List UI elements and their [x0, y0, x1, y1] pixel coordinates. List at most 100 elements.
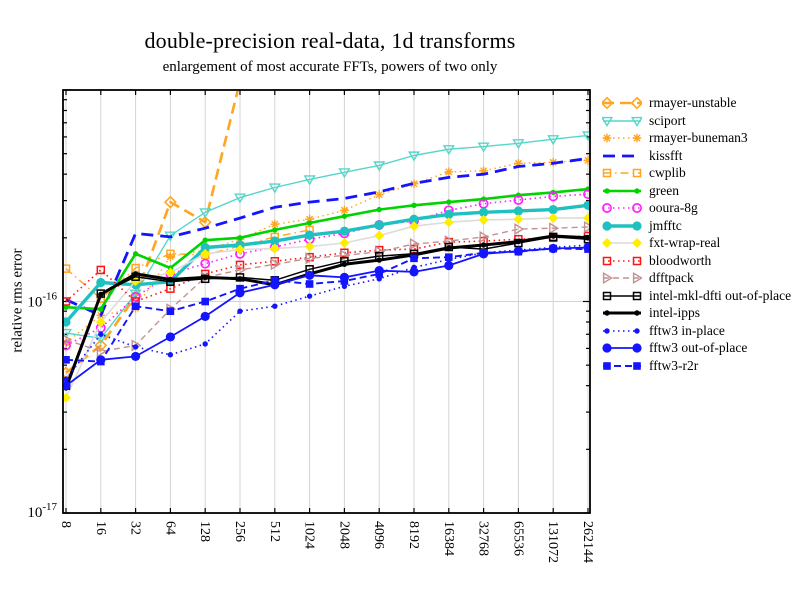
square-open-icon — [632, 291, 642, 300]
circle-open-icon — [200, 258, 211, 269]
dot-icon — [237, 235, 243, 241]
circle-open-icon — [583, 189, 589, 200]
legend-item-label: kissfft — [649, 147, 683, 163]
square-filled-icon — [375, 270, 383, 278]
legend-item-label: fftw3-r2r — [649, 357, 699, 373]
asterisk-icon — [340, 205, 349, 215]
circle-filled-icon — [602, 343, 612, 353]
diamond-filled-icon — [200, 248, 211, 259]
series-sciport — [64, 131, 589, 345]
diamond-open-icon — [602, 96, 614, 110]
legend-item-label: cwplib — [649, 165, 686, 181]
series-fftw3-in-place — [64, 242, 589, 382]
asterisk-icon — [632, 133, 642, 143]
triangle-right-open-icon — [549, 222, 560, 235]
legend-item-label: rmayer-buneman3 — [649, 130, 748, 146]
legend-sample-line — [602, 220, 642, 231]
square-filled-icon — [97, 357, 105, 366]
y-tick-label: 10-16 — [27, 291, 57, 311]
diamond-filled-icon — [95, 316, 106, 327]
legend-sample-line — [603, 154, 641, 157]
triangle-down-open-icon — [581, 131, 589, 142]
circle-filled-icon — [165, 332, 175, 342]
x-axis-tick-labels: 8 16 32 64 128 256 512 1024 2048 4096 8192 16384 327… — [58, 521, 595, 563]
series-kissfft — [65, 157, 589, 317]
circle-filled-icon — [583, 200, 589, 210]
dot-icon — [634, 327, 640, 334]
triangle-right-open-icon — [409, 237, 420, 251]
diamond-filled-icon — [165, 267, 176, 278]
dot-icon — [98, 331, 104, 337]
triangle-right-open-icon — [96, 345, 107, 358]
triangle-right-open-icon — [270, 258, 281, 271]
dot-icon — [132, 344, 139, 350]
triangle-down-open-icon — [199, 208, 212, 219]
circle-filled-icon — [602, 220, 612, 231]
square-open-icon — [602, 291, 612, 300]
legend-item-label: fftw3 out-of-place — [649, 340, 748, 356]
legend-sample-line — [602, 116, 642, 127]
diamond-filled-icon — [374, 230, 385, 241]
square-filled-icon — [166, 307, 175, 315]
circle-open-icon — [130, 292, 141, 302]
asterisk-icon — [444, 167, 454, 177]
circle-filled-icon — [409, 267, 419, 277]
diamond-filled-icon — [478, 214, 489, 225]
square-filled-icon — [305, 280, 314, 288]
diamond-filled-icon — [602, 238, 612, 248]
triangle-right-open-icon — [602, 271, 613, 285]
dot-icon — [376, 206, 382, 213]
asterisk-icon — [374, 190, 384, 200]
legend-item-fxt-wrap-real: fxt-wrap-real — [602, 234, 720, 252]
square-filled-icon — [445, 253, 453, 261]
legend-item-label: intel-mkl-dfti out-of-place — [649, 287, 792, 303]
x-tick-label: 4096 — [371, 521, 386, 549]
triangle-down-open-icon — [233, 193, 247, 204]
triangle-down-open-icon — [373, 161, 386, 172]
legend-item-green: green — [602, 182, 679, 200]
dot-icon — [272, 227, 278, 233]
legend-sample-line — [603, 187, 641, 194]
legend-item-rmayer-buneman3: rmayer-buneman3 — [602, 129, 748, 147]
circle-filled-icon — [200, 242, 210, 253]
triangle-down-open-icon — [442, 145, 455, 156]
dot-icon — [480, 242, 487, 248]
legend-item-label: sciport — [649, 112, 686, 128]
diamond-filled-icon — [64, 392, 71, 403]
diamond-filled-icon — [304, 241, 315, 252]
legend-sample-line — [603, 361, 641, 370]
x-tick-label: 16384 — [441, 521, 456, 556]
legend-item-fftw3-r2r: fftw3-r2r — [602, 357, 698, 375]
series-jmfftc — [64, 200, 589, 327]
legend-item-bloodworth: bloodworth — [602, 252, 711, 270]
legend-item-label: bloodworth — [649, 252, 712, 268]
dot-icon — [64, 304, 69, 310]
asterisk-icon — [479, 166, 488, 176]
triangle-down-open-icon — [512, 139, 525, 150]
dot-icon — [237, 308, 243, 314]
legend-item-kissfft: kissfft — [602, 147, 683, 165]
circle-open-icon — [632, 203, 642, 213]
diamond-filled-icon — [235, 244, 245, 255]
y-axis-tick-labels: 10-16 10-17 — [27, 291, 57, 522]
x-tick-label: 65536 — [510, 521, 525, 556]
triangle-down-open-icon — [477, 142, 490, 153]
series-rmayer-unstable — [64, 91, 239, 380]
legend-item-fftw3-in-place: fftw3 in-place — [602, 322, 725, 340]
dot-icon — [132, 271, 139, 277]
circle-filled-icon — [632, 220, 642, 231]
legend-item-ooura-8g: ooura-8g — [602, 199, 698, 217]
legend-sample-line — [602, 256, 642, 265]
legend-item-fftw3-out-of-place: fftw3 out-of-place — [602, 339, 747, 357]
diamond-filled-icon — [583, 213, 589, 224]
circle-filled-icon — [548, 204, 558, 215]
square-filled-icon — [603, 361, 611, 370]
circle-filled-icon — [270, 236, 280, 246]
dot-icon — [341, 213, 348, 219]
asterisk-icon — [583, 155, 589, 165]
triangle-right-open-icon — [305, 252, 316, 265]
legend-item-intel-ipps: intel-ipps — [602, 304, 700, 322]
circle-open-icon — [64, 340, 71, 351]
legend-item-rmayer-unstable: rmayer-unstable — [602, 94, 736, 112]
square-filled-icon — [131, 302, 140, 311]
